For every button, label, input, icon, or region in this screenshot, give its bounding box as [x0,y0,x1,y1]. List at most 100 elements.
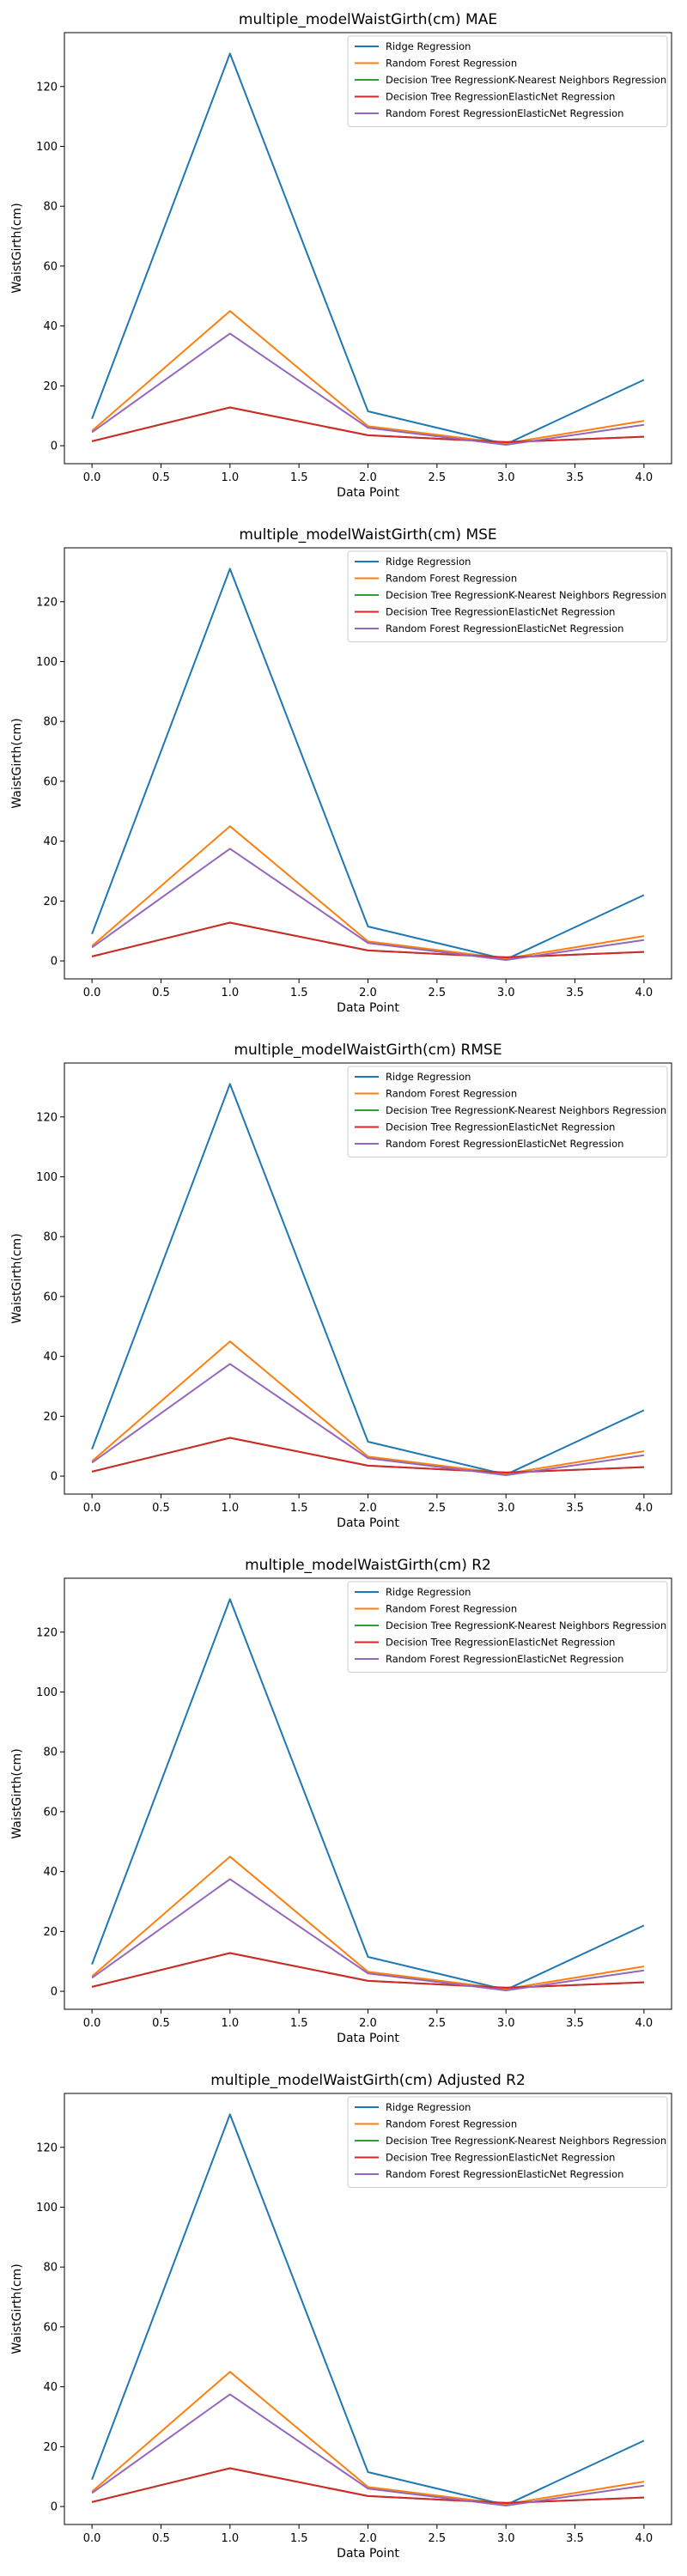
x-tick-label: 2.0 [359,1502,377,1515]
x-tick-label: 0.5 [152,471,170,484]
x-tick-label: 0.5 [152,2532,170,2545]
x-tick-label: 3.5 [566,471,584,484]
plot-frame [64,1577,672,2010]
x-tick-label: 3.0 [497,2017,515,2030]
series-line-1 [91,568,645,961]
legend-label: Decision Tree RegressionElasticNet Regre… [386,2152,615,2164]
legend-box [347,2096,668,2188]
legend-label: Random Forest Regression [386,573,517,585]
y-tick-label: 0 [51,440,58,453]
legend-label: Random Forest Regression [386,2118,517,2130]
x-tick-label: 0.0 [83,987,101,999]
x-tick-label: 0.5 [152,2017,170,2030]
x-tick-label: 3.5 [566,2532,584,2545]
legend-label: Random Forest Regression [386,58,517,70]
chart-2: multiple_modelWaistGirth(cm) MSE 0.0 0.5 1.… [10,526,672,1015]
x-axis-label: Data Point [337,1001,399,1015]
series-line-5 [91,848,645,961]
x-tick-label: 1.0 [221,1502,239,1515]
series-line-1 [91,2113,645,2506]
legend-label: Ridge Regression [386,1071,471,1083]
x-axis-label: Data Point [337,1516,399,1530]
x-tick-label: 2.0 [359,2017,377,2030]
series-line-5 [91,2393,645,2506]
chart-1: multiple_modelWaistGirth(cm) MAE 0.0 0.5 1.… [10,11,672,500]
chart-4: multiple_modelWaistGirth(cm) R2 0.0 0.5 1.0… [10,1557,672,2045]
x-tick-label: 3.0 [497,1502,515,1515]
x-tick-label: 2.5 [428,1502,446,1515]
x-tick-label: 0.5 [152,1502,170,1515]
y-axis-label: WaistGirth(cm) [10,203,24,293]
x-tick-label: 1.0 [221,471,239,484]
x-axis-label: Data Point [337,2032,399,2045]
plot-frame [64,1062,672,1495]
x-tick-label: 1.5 [290,2532,308,2545]
x-tick-label: 1.5 [290,471,308,484]
y-tick-label: 120 [36,81,58,94]
x-tick-label: 2.5 [428,2017,446,2030]
x-tick-label: 2.0 [359,2532,377,2545]
legend-label: Random Forest Regression [386,1088,517,1100]
x-tick-label: 1.0 [221,987,239,999]
legend-label: Decision Tree RegressionK-Nearest Neighb… [386,74,666,86]
series-line-2 [91,2371,645,2506]
series-line-1 [91,52,645,446]
x-tick-label: 1.0 [221,2017,239,2030]
legend-label: Random Forest RegressionElasticNet Regre… [386,623,623,635]
y-tick-label: 100 [36,1171,58,1184]
series-line-2 [91,825,645,960]
y-tick-label: 100 [36,141,58,154]
x-tick-label: 4.0 [635,2532,654,2545]
y-tick-label: 20 [43,380,58,393]
x-tick-label: 3.5 [566,987,584,999]
chart-title: multiple_modelWaistGirth(cm) RMSE [234,1042,502,1059]
y-tick-label: 60 [43,2321,58,2334]
chart-title: multiple_modelWaistGirth(cm) R2 [245,1557,491,1574]
y-axis-label: WaistGirth(cm) [10,1748,24,1838]
y-axis-label: WaistGirth(cm) [10,718,24,808]
x-tick-label: 3.0 [497,471,515,484]
y-tick-label: 60 [43,260,58,273]
legend: Ridge Regression Random Forest Regression… [347,2096,668,2188]
legend-box [347,550,668,642]
y-tick-label: 80 [43,1231,58,1244]
x-tick-label: 2.5 [428,2532,446,2545]
x-tick-label: 0.0 [83,2532,101,2545]
legend-label: Decision Tree RegressionElasticNet Regre… [386,1121,615,1133]
y-tick-label: 20 [43,896,58,908]
legend-label: Decision Tree RegressionK-Nearest Neighb… [386,589,666,601]
legend: Ridge Regression Random Forest Regression… [347,1066,668,1157]
x-tick-label: 2.0 [359,471,377,484]
y-tick-label: 40 [43,1351,58,1364]
legend-label: Random Forest Regression [386,1603,517,1615]
y-tick-label: 0 [51,2501,58,2514]
chart-title: multiple_modelWaistGirth(cm) MSE [239,526,496,544]
legend-label: Ridge Regression [386,1586,471,1598]
y-tick-label: 120 [36,1111,58,1124]
x-tick-label: 4.0 [635,2017,654,2030]
legend-label: Random Forest RegressionElasticNet Regre… [386,1653,623,1665]
x-tick-label: 1.5 [290,1502,308,1515]
x-axis-label: Data Point [337,2547,399,2561]
y-tick-label: 40 [43,2381,58,2394]
x-tick-label: 3.0 [497,2532,515,2545]
series-line-4 [91,1952,644,1989]
y-tick-label: 120 [36,596,58,609]
legend-label: Random Forest RegressionElasticNet Regre… [386,107,623,119]
y-tick-label: 60 [43,1806,58,1819]
legend-box [347,1581,668,1673]
x-tick-label: 3.0 [497,987,515,999]
x-tick-label: 0.0 [83,471,101,484]
y-tick-label: 40 [43,320,58,333]
x-tick-label: 1.5 [290,987,308,999]
y-tick-label: 80 [43,1747,58,1759]
y-tick-label: 80 [43,716,58,729]
legend-label: Random Forest RegressionElasticNet Regre… [386,2168,623,2180]
legend-box [347,1066,668,1157]
chart-5: multiple_modelWaistGirth(cm) Adjusted R2… [10,2072,672,2561]
y-tick-label: 40 [43,835,58,848]
legend-label: Ridge Regression [386,556,471,568]
y-tick-label: 60 [43,775,58,788]
y-tick-label: 0 [51,1471,58,1484]
legend-label: Decision Tree RegressionK-Nearest Neighb… [386,2135,666,2147]
